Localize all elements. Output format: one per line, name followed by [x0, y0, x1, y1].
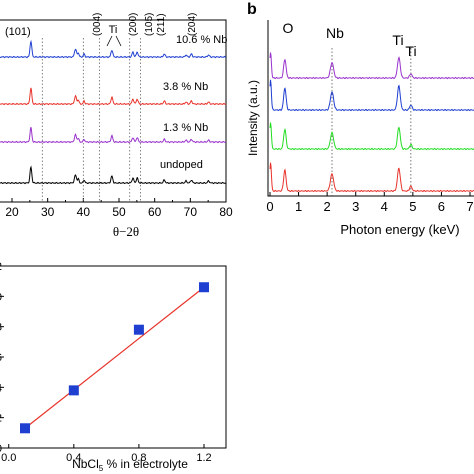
xrd-axes: 20 30 40 50 60 70 80 [0, 19, 233, 219]
edx-peak-label: O [283, 20, 294, 36]
edx-x-tick-label: 5 [409, 199, 416, 214]
calibration-frame [0, 265, 227, 449]
xrd-peak-label: (105) [144, 13, 155, 36]
edx-x-tick-label: 1 [295, 199, 302, 214]
xrd-x-tick-label: 80 [219, 205, 233, 219]
xrd-peak-label: Ti [109, 24, 118, 36]
xrd-x-tick-label: 40 [77, 205, 91, 219]
edx-x-tick-label: 2 [324, 199, 331, 214]
calibration-y-tick-label: 2 [0, 413, 2, 425]
edx-x-tick-label: 3 [352, 199, 359, 214]
calibration-point [20, 423, 30, 434]
xrd-series-label: 1.3 % Nb [163, 122, 208, 134]
edx-series [269, 52, 474, 193]
edx-frame [267, 20, 474, 197]
calibration-x-tick-label: 0.8 [131, 452, 146, 464]
xrd-series-label: 3.8 % Nb [163, 81, 208, 93]
edx-x-tick-label: 4 [381, 199, 388, 214]
calibration-y-tick-label: 10 [0, 291, 2, 303]
xrd-trace [0, 127, 227, 144]
calibration-point [68, 385, 79, 396]
calibration-x-tick-label: 0.0 [1, 452, 16, 464]
calibration-x-label-subscript: 5 [99, 464, 104, 473]
calibration-point [133, 324, 144, 335]
xrd-peak-label: (200) [128, 13, 139, 36]
edx-trace [269, 79, 474, 112]
xrd-ti-arrow [115, 35, 122, 47]
xrd-labels: 10.6 % Nb 3.8 % Nb 1.3 % Nb undoped (101) (00… [5, 13, 227, 171]
calibration-x-axis-label: NbCl5 % in electrolyte [72, 457, 188, 473]
calibration-x-label-rest: % in electrolyte [103, 457, 188, 471]
xrd-series-label: undoped [160, 159, 203, 171]
xrd-peak-label: (101) [5, 26, 31, 38]
xrd-panel: 20 30 40 50 60 70 80 10.6 % Nb 3.8 % Nb 1.3 % Nb… [0, 13, 233, 239]
calibration-series [20, 282, 209, 434]
xrd-frame [0, 19, 227, 203]
xrd-trace [0, 165, 227, 185]
calibration-axes: 0.0 0.4 0.8 1.2 0 2 4 6 8 10 12 [0, 261, 227, 464]
edx-x-tick-label: 0 [266, 199, 273, 214]
xrd-series-label: 10.6 % Nb [176, 34, 227, 46]
xrd-peak-label: (211) [156, 13, 167, 36]
calibration-y-tick-label: 8 [0, 322, 2, 334]
edx-y-axis-label: Intensity (a.u.) [246, 80, 260, 156]
edx-peak-label: Nb [326, 25, 344, 41]
xrd-x-axis-label: θ−2θ [113, 224, 139, 239]
calibration-x-label-main: NbCl [72, 457, 99, 471]
xrd-reference-lines [41, 38, 141, 202]
edx-x-tick-label: 6 [438, 199, 445, 214]
edx-trace [269, 162, 474, 193]
xrd-series [0, 39, 227, 185]
edx-peak-label: Ti [405, 43, 416, 59]
xrd-x-tick-label: 50 [112, 205, 126, 219]
xrd-ti-arrow [106, 35, 113, 47]
calibration-point [199, 282, 209, 293]
edx-trace [269, 122, 474, 151]
panel-label-b: b [247, 1, 257, 18]
xrd-x-tick-label: 60 [148, 205, 162, 219]
xrd-x-tick-label: 30 [41, 205, 55, 219]
calibration-fit-line [24, 286, 205, 429]
xrd-peak-label: (004) [92, 13, 103, 36]
edx-reference-lines [331, 48, 412, 196]
calibration-y-tick-label: 4 [0, 382, 2, 394]
calibration-panel: 0.0 0.4 0.8 1.2 0 2 4 6 8 10 12 NbCl5 % in electro… [0, 261, 227, 473]
calibration-y-tick-label: 12 [0, 261, 2, 273]
xrd-trace [0, 39, 226, 59]
xrd-x-tick-label: 20 [5, 205, 19, 219]
edx-peak-label: Ti [392, 32, 403, 48]
edx-x-tick-label: 7 [466, 199, 473, 214]
edx-x-axis-label: Photon energy (keV) [340, 222, 459, 237]
calibration-x-tick-label: 0.4 [66, 452, 81, 464]
xrd-peak-label: (204) [187, 13, 198, 36]
xrd-x-tick-label: 70 [184, 205, 198, 219]
calibration-y-tick-label: 0 [0, 443, 2, 455]
calibration-y-tick-label: 6 [0, 352, 2, 364]
edx-axes: 0 1 2 3 4 5 6 7 [266, 20, 474, 214]
xrd-trace [0, 87, 227, 106]
edx-trace [269, 52, 474, 80]
calibration-x-tick-label: 1.2 [196, 452, 211, 464]
